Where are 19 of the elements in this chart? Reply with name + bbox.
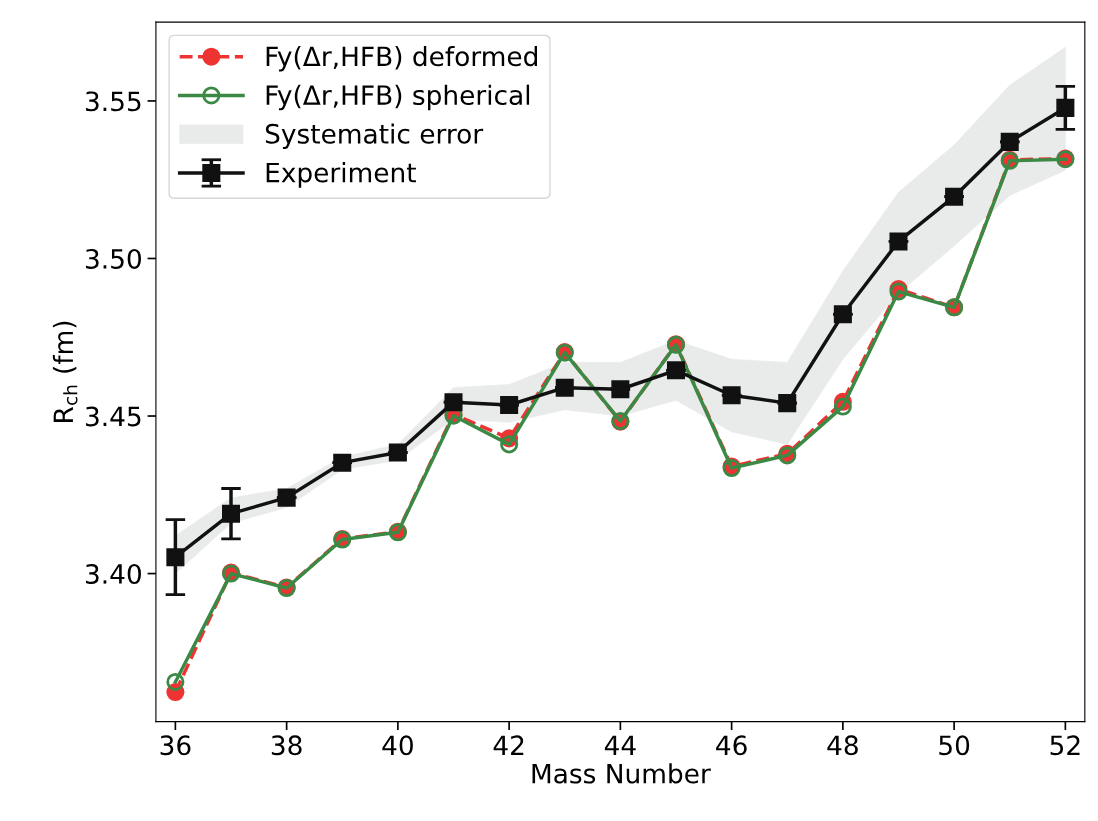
- x-tick-label: 50: [939, 735, 970, 756]
- y-tick-label: 3.45: [85, 406, 141, 427]
- x-tick-label: 46: [716, 735, 747, 756]
- y-tick-label: 3.40: [85, 564, 141, 584]
- x-tick-label: 40: [382, 735, 413, 756]
- y-tick-label: 3.50: [85, 248, 141, 269]
- y-tick-label: 3.55: [85, 91, 141, 112]
- legend-label: Fy(Δr,HFB) deformed: [266, 45, 537, 72]
- x-tick-label: 38: [271, 735, 302, 756]
- x-tick-label: 48: [827, 735, 858, 756]
- y-axis-title: R$_{ch}$ (fm): [52, 321, 78, 422]
- legend-label: Systematic error: [265, 123, 484, 149]
- legend-label: Fy(Δr,HFB) spherical: [266, 84, 530, 111]
- x-tick-label: 44: [604, 735, 636, 755]
- x-tick-label: 36: [160, 735, 191, 756]
- x-tick-label: 42: [493, 735, 524, 755]
- legend-label: Experiment: [266, 162, 416, 188]
- x-tick-label: 52: [1050, 735, 1080, 756]
- x-axis-title: Mass Number: [532, 763, 711, 784]
